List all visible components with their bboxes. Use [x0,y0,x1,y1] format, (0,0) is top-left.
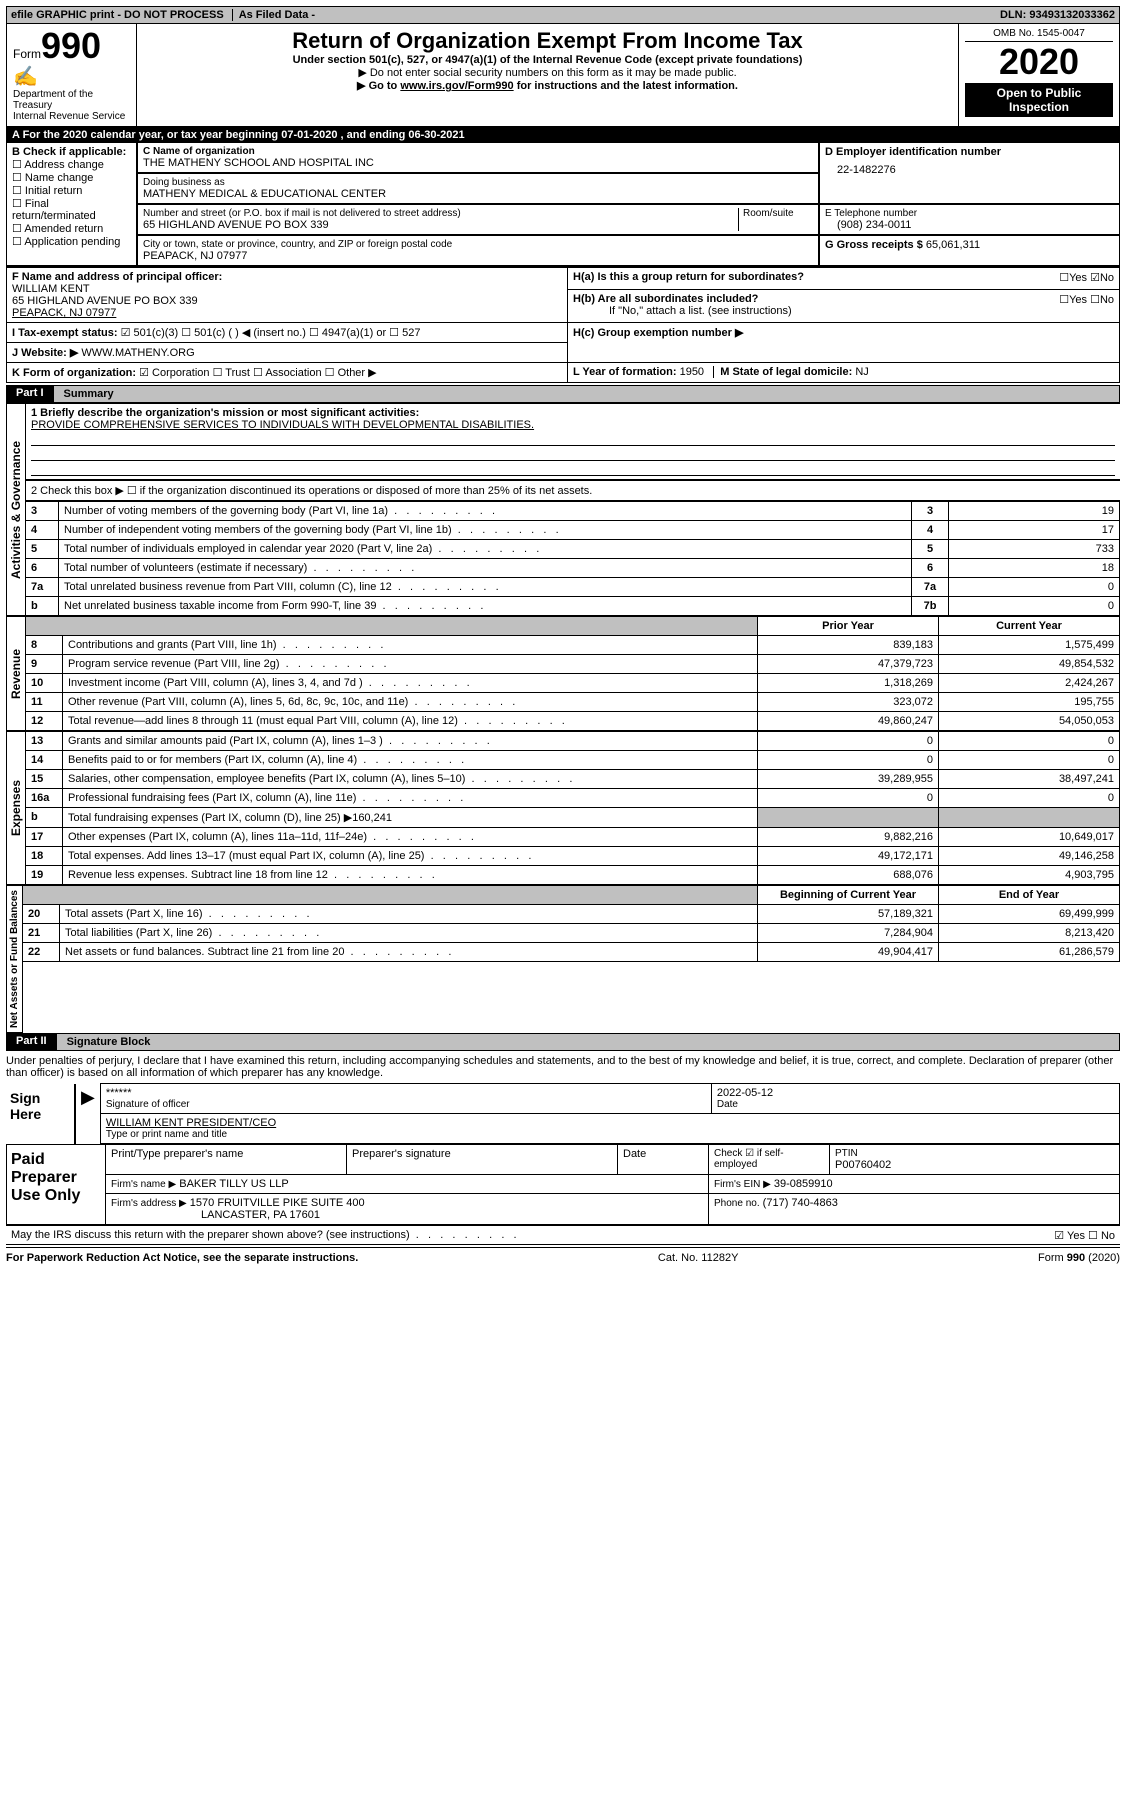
k-assoc[interactable]: ☐ Association [253,367,322,379]
line-i: I Tax-exempt status: ☑ 501(c)(3) ☐ 501(c… [7,323,568,343]
line2: 2 Check this box ▶ ☐ if the organization… [26,480,1120,501]
i-501c3[interactable]: ☑ 501(c)(3) [121,327,179,339]
box-c-addr: Number and street (or P.O. box if mail i… [137,204,819,235]
rev-table: Prior YearCurrent Year8 Contributions an… [26,616,1120,731]
page-title: Return of Organization Exempt From Incom… [143,28,952,54]
grid-bcdeg: B Check if applicable: ☐ Address change … [6,143,1120,267]
box-c-dba: Doing business as MATHENY MEDICAL & EDUC… [137,173,819,204]
i-527[interactable]: ☐ 527 [389,327,420,339]
page-footer: For Paperwork Reduction Act Notice, see … [6,1247,1120,1264]
box-g: G Gross receipts $ 65,061,311 [819,235,1119,266]
ha-checks[interactable]: ☐Yes ☑No [1059,271,1114,284]
ptin: PTINP00760402 [830,1145,1120,1175]
box-c-city: City or town, state or province, country… [137,235,819,266]
check-initial[interactable]: ☐ Initial return [12,184,131,197]
line-j: J Website: ▶ WWW.MATHENY.ORG [7,343,568,363]
sig-date: 2022-05-12 Date [711,1084,1119,1114]
efile-topbar: efile GRAPHIC print - DO NOT PROCESS As … [6,6,1120,24]
officer-line: WILLIAM KENT PRESIDENT/CEO Type or print… [100,1114,1119,1144]
rev-block: Revenue Prior YearCurrent Year8 Contribu… [6,616,1120,731]
line-lm: L Year of formation: 1950 M State of leg… [568,363,1120,383]
i-4947[interactable]: ☐ 4947(a)(1) or [309,327,386,339]
part1-bar: Part I Summary [6,385,1120,403]
line1: 1 Briefly describe the organization's mi… [26,403,1120,480]
check-pending[interactable]: ☐ Application pending [12,235,131,248]
discuss-line: May the IRS discuss this return with the… [6,1225,1120,1245]
box-ha: H(a) Is this a group return for subordin… [568,268,1120,290]
website-link[interactable]: WWW.MATHENY.ORG [81,347,194,359]
dln: DLN: 93493132033362 [1000,9,1115,21]
k-corp[interactable]: ☑ Corporation [139,367,209,379]
title-cell: Return of Organization Exempt From Incom… [137,24,959,126]
box-e: E Telephone number (908) 234-0011 [819,204,1119,235]
sig-line[interactable]: ****** Signature of officer [100,1084,711,1114]
sign-here-block: Sign Here ▶ ****** Signature of officer … [6,1083,1120,1144]
year-cell: OMB No. 1545-0047 2020 Open to Public In… [959,24,1119,126]
check-name[interactable]: ☐ Name change [12,171,131,184]
gov-table: 3 Number of voting members of the govern… [26,501,1120,616]
declaration: Under penalties of perjury, I declare th… [6,1051,1120,1083]
exp-block: Expenses 13 Grants and similar amounts p… [6,731,1120,885]
grid-fh: F Name and address of principal officer:… [6,267,1120,383]
check-address[interactable]: ☐ Address change [12,158,131,171]
check-final[interactable]: ☐ Final return/terminated [12,197,131,222]
form-number-cell: Form990 ✍ Department of the Treasury Int… [7,24,137,126]
line-k: K Form of organization: ☑ Corporation ☐ … [7,363,568,383]
hb-checks[interactable]: ☐Yes ☐No [1059,293,1114,306]
box-b: B Check if applicable: ☐ Address change … [7,143,137,266]
discuss-checks[interactable]: ☑ Yes ☐ No [1054,1229,1115,1242]
exp-table: 13 Grants and similar amounts paid (Part… [26,731,1120,885]
k-other[interactable]: ☐ Other ▶ [325,367,377,379]
part2-bar: Part II Signature Block [6,1033,1120,1051]
paid-preparer-block: Paid Preparer Use Only Print/Type prepar… [6,1144,1120,1225]
k-trust[interactable]: ☐ Trust [213,367,250,379]
box-hb: H(b) Are all subordinates included? ☐Yes… [568,289,1120,322]
box-d: D Employer identification number 22-1482… [819,143,1119,204]
net-block: Net Assets or Fund Balances Beginning of… [6,885,1120,1033]
efile-text: efile GRAPHIC print - DO NOT PROCESS [11,9,224,21]
box-hc: H(c) Group exemption number ▶ [568,323,1120,363]
irs-link[interactable]: www.irs.gov/Form990 [400,80,513,92]
check-amended[interactable]: ☐ Amended return [12,222,131,235]
i-501c[interactable]: ☐ 501(c) ( ) ◀ (insert no.) [181,327,306,339]
net-table: Beginning of Current YearEnd of Year20 T… [23,885,1120,962]
box-f: F Name and address of principal officer:… [7,268,568,323]
asfiled: As Filed Data - [232,9,315,21]
gov-block: Activities & Governance 1 Briefly descri… [6,403,1120,616]
form-header: Form990 ✍ Department of the Treasury Int… [6,24,1120,127]
line-a: A For the 2020 calendar year, or tax yea… [6,127,1120,143]
box-c-name: C Name of organization THE MATHENY SCHOO… [137,143,819,173]
